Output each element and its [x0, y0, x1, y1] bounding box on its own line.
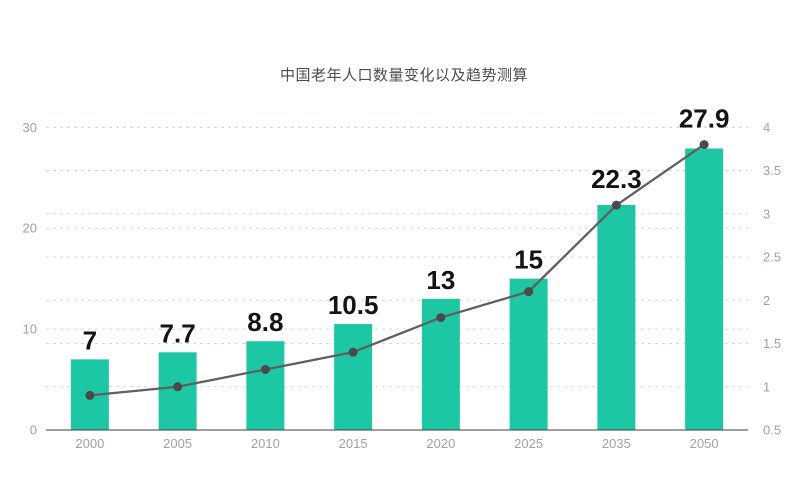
y-axis-left-tick-label: 10	[23, 322, 37, 337]
line-point	[611, 200, 621, 210]
line-point	[260, 364, 270, 374]
y-axis-right-tick-label: 1	[763, 379, 770, 394]
y-axis-right-tick-label: 3.5	[763, 163, 781, 178]
bar	[685, 148, 724, 430]
bar-value-label: 8.8	[247, 307, 283, 337]
bar-value-label: 10.5	[328, 290, 379, 320]
x-axis-tick-label: 2015	[339, 436, 368, 451]
bar-value-label: 7.7	[160, 318, 196, 348]
bar	[334, 324, 373, 430]
y-axis-left-tick-label: 30	[23, 120, 37, 135]
x-axis-tick-label: 2020	[426, 436, 455, 451]
bar-value-label: 22.3	[591, 164, 642, 194]
bar-value-label: 7	[83, 325, 97, 355]
bar-value-label: 15	[514, 245, 543, 275]
y-axis-right-tick-label: 4	[763, 120, 770, 135]
line-point	[699, 140, 709, 150]
chart-title: 中国老年人口数量变化以及趋势测算	[279, 67, 528, 84]
line-point	[348, 347, 358, 357]
x-axis-tick-label: 2000	[75, 436, 104, 451]
bar-value-label: 27.9	[679, 104, 730, 134]
line-point	[524, 287, 534, 297]
bar	[597, 204, 636, 430]
x-axis-tick-label: 2035	[602, 436, 631, 451]
y-axis-right-tick-label: 0.5	[763, 423, 781, 438]
x-axis-tick-label: 2025	[514, 436, 543, 451]
line-point	[85, 390, 95, 400]
y-axis-right-tick-label: 3	[763, 206, 770, 221]
bar	[246, 341, 285, 430]
x-axis-tick-label: 2010	[251, 436, 280, 451]
y-axis-right-tick-label: 2	[763, 293, 770, 308]
line-point	[436, 313, 446, 323]
trend-line	[89, 143, 705, 397]
x-axis-tick-label: 2050	[690, 436, 719, 451]
bar-value-label: 13	[426, 265, 455, 295]
y-axis-left-tick-label: 20	[23, 221, 37, 236]
bar	[509, 278, 548, 430]
x-axis-tick-label: 2005	[163, 436, 192, 451]
y-axis-left-tick-label: 0	[30, 423, 37, 438]
line-point	[173, 382, 183, 392]
y-axis-right-tick-label: 1.5	[763, 336, 781, 351]
y-axis-right-tick-label: 2.5	[763, 250, 781, 265]
